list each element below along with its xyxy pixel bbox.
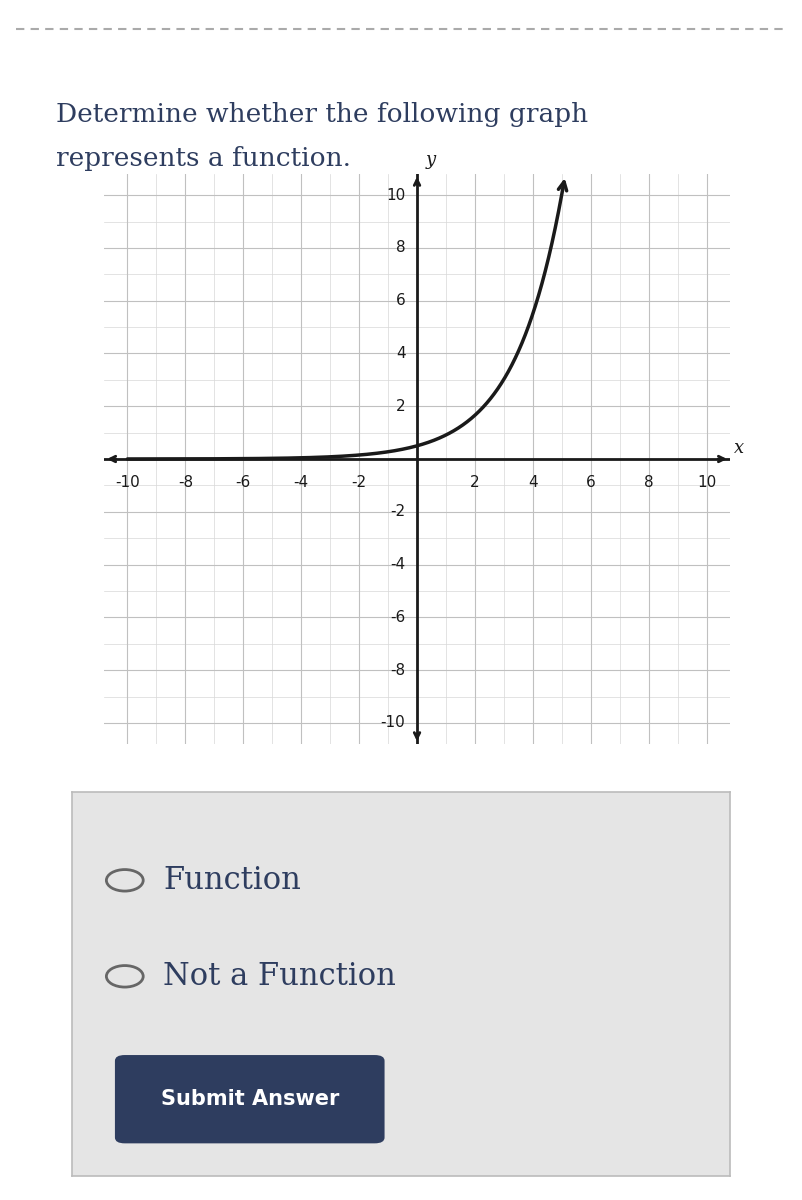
Text: -10: -10 — [381, 715, 406, 731]
Text: -10: -10 — [115, 475, 140, 490]
Text: represents a function.: represents a function. — [56, 146, 351, 172]
Text: 10: 10 — [697, 475, 716, 490]
FancyBboxPatch shape — [115, 1055, 385, 1144]
Text: Determine whether the following graph: Determine whether the following graph — [56, 102, 588, 127]
Text: Submit Answer: Submit Answer — [160, 1090, 339, 1109]
Text: 4: 4 — [528, 475, 537, 490]
Text: Not a Function: Not a Function — [163, 961, 396, 992]
Text: x: x — [734, 439, 744, 457]
Text: y: y — [426, 151, 435, 169]
Text: -4: -4 — [391, 557, 406, 572]
Text: Function: Function — [163, 865, 301, 896]
Text: -2: -2 — [391, 504, 406, 520]
Text: 2: 2 — [470, 475, 480, 490]
Text: 4: 4 — [396, 346, 406, 361]
Text: -8: -8 — [391, 662, 406, 678]
Text: -6: -6 — [391, 610, 406, 625]
Text: 6: 6 — [395, 293, 406, 308]
Text: 6: 6 — [586, 475, 596, 490]
Text: -6: -6 — [236, 475, 251, 490]
Text: -4: -4 — [294, 475, 309, 490]
Text: 8: 8 — [644, 475, 654, 490]
Text: 10: 10 — [387, 187, 406, 203]
Text: -2: -2 — [351, 475, 367, 490]
Text: 2: 2 — [396, 398, 406, 414]
Text: -8: -8 — [178, 475, 193, 490]
Text: 8: 8 — [396, 240, 406, 256]
